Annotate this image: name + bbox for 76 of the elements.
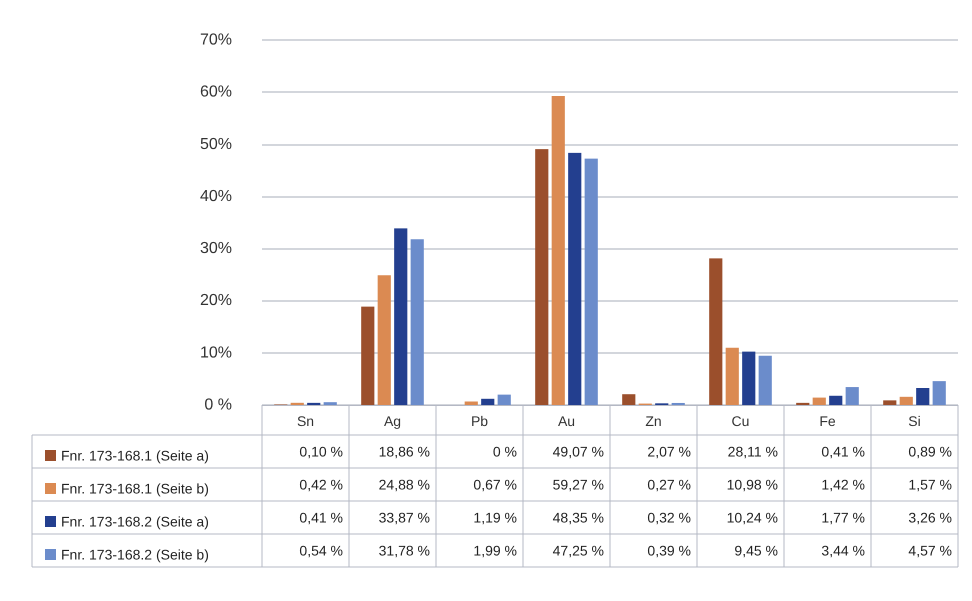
data-label: 0,54 % bbox=[299, 542, 343, 558]
bar bbox=[481, 398, 494, 405]
bar bbox=[584, 158, 598, 405]
bar bbox=[916, 388, 930, 405]
data-label: 4,57 % bbox=[908, 542, 952, 558]
data-label: 0,41 % bbox=[299, 510, 343, 526]
legend-label: Fnr. 173-168.1 (Seite a) bbox=[61, 448, 209, 464]
data-label: 1,19 % bbox=[473, 510, 517, 526]
x-tick-label: Si bbox=[908, 413, 921, 429]
data-label: 10,24 % bbox=[726, 510, 778, 526]
data-label: 31,78 % bbox=[378, 542, 430, 558]
data-label: 0,39 % bbox=[647, 542, 691, 558]
bar bbox=[622, 394, 636, 405]
x-tick-label: Cu bbox=[732, 413, 750, 429]
y-tick-label: 0 % bbox=[204, 396, 232, 414]
bar bbox=[410, 239, 424, 405]
legend-label: Fnr. 173-168.1 (Seite b) bbox=[61, 480, 209, 496]
data-label: 0,67 % bbox=[473, 476, 517, 492]
data-label: 1,42 % bbox=[821, 476, 865, 492]
bar bbox=[498, 394, 511, 405]
bar bbox=[535, 149, 548, 405]
bar bbox=[464, 402, 478, 405]
data-label: 3,26 % bbox=[908, 510, 952, 526]
data-label: 28,11 % bbox=[728, 444, 778, 460]
y-tick-label: 20% bbox=[200, 292, 232, 310]
y-tick-label: 30% bbox=[200, 240, 232, 258]
x-tick-label: Fe bbox=[819, 413, 836, 429]
bar bbox=[324, 402, 337, 405]
data-label: 0 % bbox=[492, 444, 517, 460]
data-label: 3,44 % bbox=[821, 542, 865, 558]
y-tick-label: 60% bbox=[200, 84, 232, 101]
x-tick-label: Zn bbox=[645, 413, 662, 429]
data-label: 18,86 % bbox=[378, 444, 430, 460]
data-label: 49,07 % bbox=[552, 444, 604, 460]
x-tick-label: Pb bbox=[470, 413, 488, 429]
data-label: 33,87 % bbox=[378, 510, 430, 526]
y-tick-label: 40% bbox=[200, 188, 232, 205]
bar bbox=[742, 352, 756, 405]
bar bbox=[394, 228, 408, 405]
data-label: 0,32 % bbox=[647, 510, 691, 526]
bar bbox=[812, 398, 826, 405]
bar bbox=[552, 96, 565, 405]
data-label: 1,77 % bbox=[821, 510, 865, 526]
y-tick-label: 50% bbox=[200, 136, 232, 153]
x-tick-label: Ag bbox=[384, 413, 402, 429]
data-label: 0,27 % bbox=[647, 476, 691, 492]
data-label: 48,35 % bbox=[552, 510, 604, 526]
bar bbox=[378, 275, 391, 405]
data-label: 24,88 % bbox=[378, 476, 430, 492]
legend-label: Fnr. 173-168.2 (Seite b) bbox=[61, 546, 209, 562]
bar bbox=[846, 387, 859, 405]
data-label: 0,41 % bbox=[821, 444, 865, 460]
bar bbox=[726, 348, 739, 405]
data-label: 0,42 % bbox=[299, 476, 343, 492]
data-label: 0,10 % bbox=[299, 444, 343, 460]
bar bbox=[900, 396, 913, 405]
bar bbox=[883, 400, 896, 405]
data-label: 2,07 % bbox=[647, 444, 691, 460]
data-label: 47,25 % bbox=[552, 542, 604, 558]
data-label: 59,27 % bbox=[552, 476, 604, 492]
x-tick-label: Au bbox=[558, 413, 576, 429]
data-label: 1,99 % bbox=[473, 542, 517, 558]
y-tick-label: 70% bbox=[200, 32, 232, 48]
bar bbox=[932, 381, 946, 405]
bar bbox=[568, 152, 582, 405]
data-label: 10,98 % bbox=[726, 476, 778, 492]
legend-label: Fnr. 173-168.2 (Seite a) bbox=[61, 514, 209, 530]
bar bbox=[758, 356, 772, 405]
bar bbox=[361, 306, 374, 405]
y-tick-label: 10% bbox=[200, 344, 232, 362]
bar bbox=[829, 396, 842, 405]
data-label: 9,45 % bbox=[734, 542, 778, 558]
bar bbox=[709, 258, 722, 405]
x-tick-label: Sn bbox=[296, 413, 314, 429]
data-label: 1,57 % bbox=[908, 476, 952, 492]
data-label: 0,89 % bbox=[908, 444, 952, 460]
